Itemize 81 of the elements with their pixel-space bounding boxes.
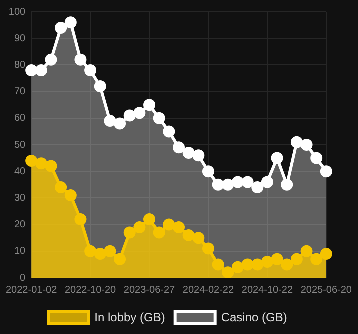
point [45,160,58,172]
y-tick-label: 20 [14,220,26,231]
point [64,190,77,202]
point [271,152,284,164]
point [26,64,38,77]
point [290,136,303,148]
x-tick-label: 2024-10-22 [242,284,294,296]
x-tick-label: 2024-02-22 [182,284,234,296]
x-tick-label: 2023-06-27 [124,284,176,296]
point [114,253,126,266]
x-tick-label: 2022-10-20 [64,284,117,296]
point [300,245,313,258]
point [163,218,176,231]
point [124,110,136,122]
point [192,150,205,162]
point [55,182,68,194]
point [84,245,97,258]
point [310,152,323,164]
point [222,266,234,278]
point [252,258,264,271]
point [94,80,106,92]
y-tick-label: 30 [14,192,26,204]
point [35,158,48,170]
point [173,221,185,234]
point [222,178,234,191]
point [281,178,294,191]
point [192,232,205,244]
point [261,176,274,188]
point [202,166,214,178]
point [55,22,68,34]
y-tick-label: 90 [14,33,26,44]
point [144,213,156,226]
point [290,253,303,266]
point [212,178,224,191]
point [320,248,332,260]
point [45,54,58,66]
y-tick-label: 0 [20,272,26,284]
legend-label: In lobby (GB) [94,310,166,324]
point [114,118,126,130]
point [64,16,77,29]
y-tick-label: 70 [14,86,26,98]
point [74,54,87,66]
point [300,139,313,151]
point [310,253,323,266]
point [212,258,224,271]
point [252,182,264,194]
x-tick-label: 2025-06-20 [300,284,352,296]
y-tick-label: 50 [14,140,26,151]
point [202,242,214,255]
point [153,112,166,124]
point [261,256,274,268]
point [104,115,116,128]
point [173,142,185,154]
point [84,64,97,77]
point [182,229,195,242]
point [163,126,176,138]
legend-label: Casino (GB) [221,310,288,324]
y-tick-label: 60 [14,113,26,124]
point [182,146,195,159]
x-tick-label: 2022-01-02 [6,284,58,296]
point [242,258,254,271]
y-tick-label: 10 [14,246,26,258]
y-tick-label: 80 [14,60,26,71]
y-tick-label: 40 [14,166,26,178]
point [271,253,284,266]
point [134,107,146,120]
point [232,176,244,188]
point [74,213,87,226]
point [35,64,48,77]
y-tick-label: 100 [8,6,26,18]
point [320,166,332,178]
point [26,154,38,167]
point [94,248,106,260]
point [144,99,156,112]
point [242,176,254,188]
point [104,245,116,258]
point [134,221,146,234]
point [232,261,244,274]
point [124,226,136,239]
point [153,226,166,239]
point [281,258,294,271]
